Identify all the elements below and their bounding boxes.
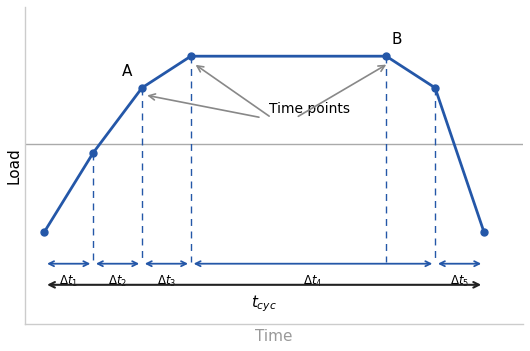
Text: $\Delta t_2$: $\Delta t_2$ [108,274,127,289]
Text: B: B [392,32,402,47]
Text: A: A [122,64,132,79]
Text: $\Delta t_3$: $\Delta t_3$ [157,274,176,289]
Text: $\Delta t_4$: $\Delta t_4$ [303,274,323,289]
X-axis label: Time: Time [255,329,293,344]
Text: $\Delta t_1$: $\Delta t_1$ [59,274,78,289]
Y-axis label: Load: Load [7,147,22,184]
Text: $t_{cyc}$: $t_{cyc}$ [251,293,277,314]
Text: $\Delta t_5$: $\Delta t_5$ [450,274,469,289]
Text: Time points: Time points [269,102,350,116]
